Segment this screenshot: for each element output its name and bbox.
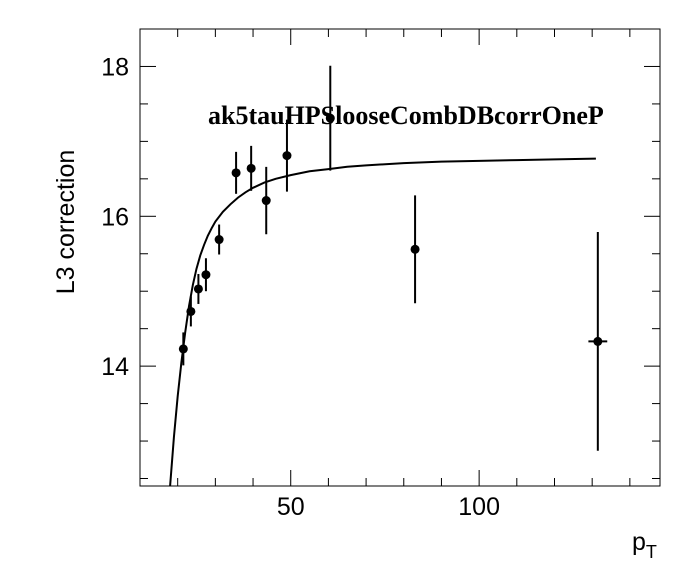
x-tick-label: 100 <box>458 493 500 521</box>
y-tick-labels: 14 16 18 <box>101 53 129 381</box>
y-tick-label: 16 <box>101 203 129 231</box>
data-point <box>593 336 603 346</box>
data-point <box>201 270 211 280</box>
x-axis-title-subscript: T <box>646 542 657 562</box>
data-point <box>282 151 292 161</box>
plot-frame <box>139 28 661 487</box>
data-point <box>261 196 271 206</box>
y-tick-label: 18 <box>101 53 129 81</box>
data-point <box>186 306 196 316</box>
y-axis-title: L3 correction <box>52 150 80 295</box>
chart-title: ak5tauHPSlooseCombDBcorrOneP <box>208 101 604 130</box>
x-tick-label: 50 <box>277 493 305 521</box>
data-point <box>214 235 224 245</box>
data-point <box>246 163 256 173</box>
fit-curve <box>169 157 596 487</box>
data-points <box>178 65 608 451</box>
data-point <box>178 344 188 354</box>
data-point <box>410 244 420 254</box>
x-axis-title-main: p <box>632 528 646 556</box>
data-point <box>325 113 335 123</box>
x-tick-labels: 50 100 <box>277 493 500 521</box>
data-point <box>231 168 241 178</box>
x-axis-title: pT <box>632 528 657 562</box>
data-point <box>193 284 203 294</box>
y-tick-label: 14 <box>101 353 129 381</box>
axis-ticks <box>140 29 660 486</box>
